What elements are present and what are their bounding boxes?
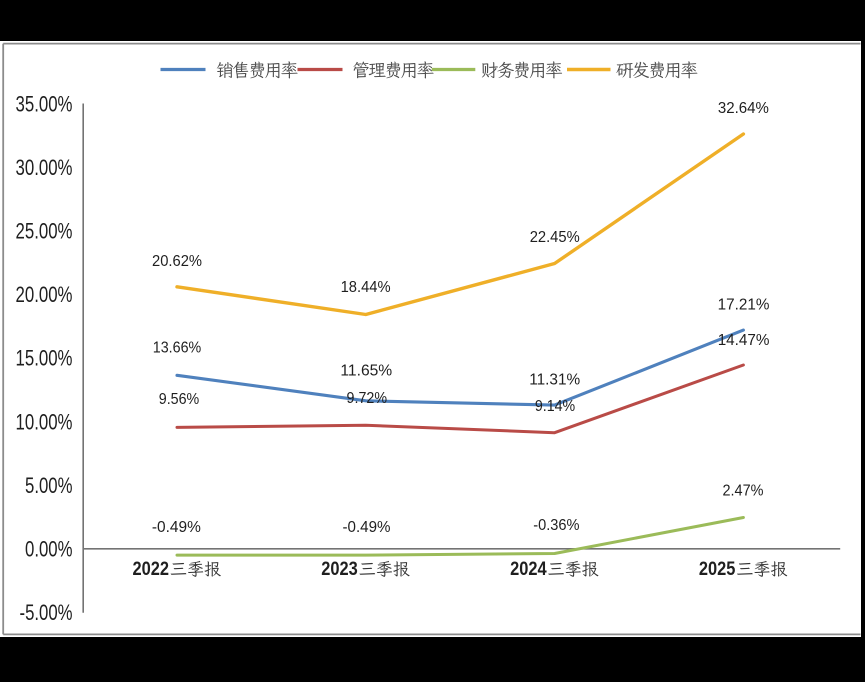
- svg-text:9.14%: 9.14%: [535, 398, 575, 415]
- svg-text:9.56%: 9.56%: [159, 391, 200, 408]
- svg-text:17.21%: 17.21%: [718, 297, 770, 314]
- svg-text:35.00%: 35.00%: [16, 92, 73, 117]
- svg-text:25.00%: 25.00%: [16, 219, 73, 244]
- svg-text:10.00%: 10.00%: [16, 409, 73, 434]
- svg-text:18.44%: 18.44%: [341, 279, 391, 296]
- svg-text:14.47%: 14.47%: [718, 332, 770, 349]
- svg-text:-0.49%: -0.49%: [343, 519, 391, 536]
- svg-text:-0.36%: -0.36%: [533, 517, 579, 534]
- svg-text:2024: 2024: [510, 559, 547, 580]
- svg-text:15.00%: 15.00%: [16, 346, 73, 371]
- svg-text:5.00%: 5.00%: [25, 473, 73, 498]
- svg-text:9.72%: 9.72%: [347, 390, 388, 407]
- svg-text:2025: 2025: [699, 559, 736, 580]
- svg-text:2.47%: 2.47%: [723, 482, 764, 499]
- svg-text:-5.00%: -5.00%: [20, 600, 73, 625]
- svg-text:20.00%: 20.00%: [16, 282, 73, 307]
- svg-text:2022: 2022: [133, 559, 170, 580]
- svg-text:13.66%: 13.66%: [153, 340, 202, 357]
- svg-text:2023: 2023: [321, 559, 358, 580]
- svg-text:20.62%: 20.62%: [152, 253, 202, 270]
- svg-text:22.45%: 22.45%: [530, 229, 580, 246]
- svg-text:11.31%: 11.31%: [529, 372, 580, 389]
- svg-text:-0.49%: -0.49%: [152, 519, 201, 536]
- svg-text:30.00%: 30.00%: [16, 155, 73, 180]
- svg-text:32.64%: 32.64%: [718, 100, 769, 117]
- svg-text:11.65%: 11.65%: [340, 363, 392, 380]
- svg-text:0.00%: 0.00%: [25, 536, 73, 561]
